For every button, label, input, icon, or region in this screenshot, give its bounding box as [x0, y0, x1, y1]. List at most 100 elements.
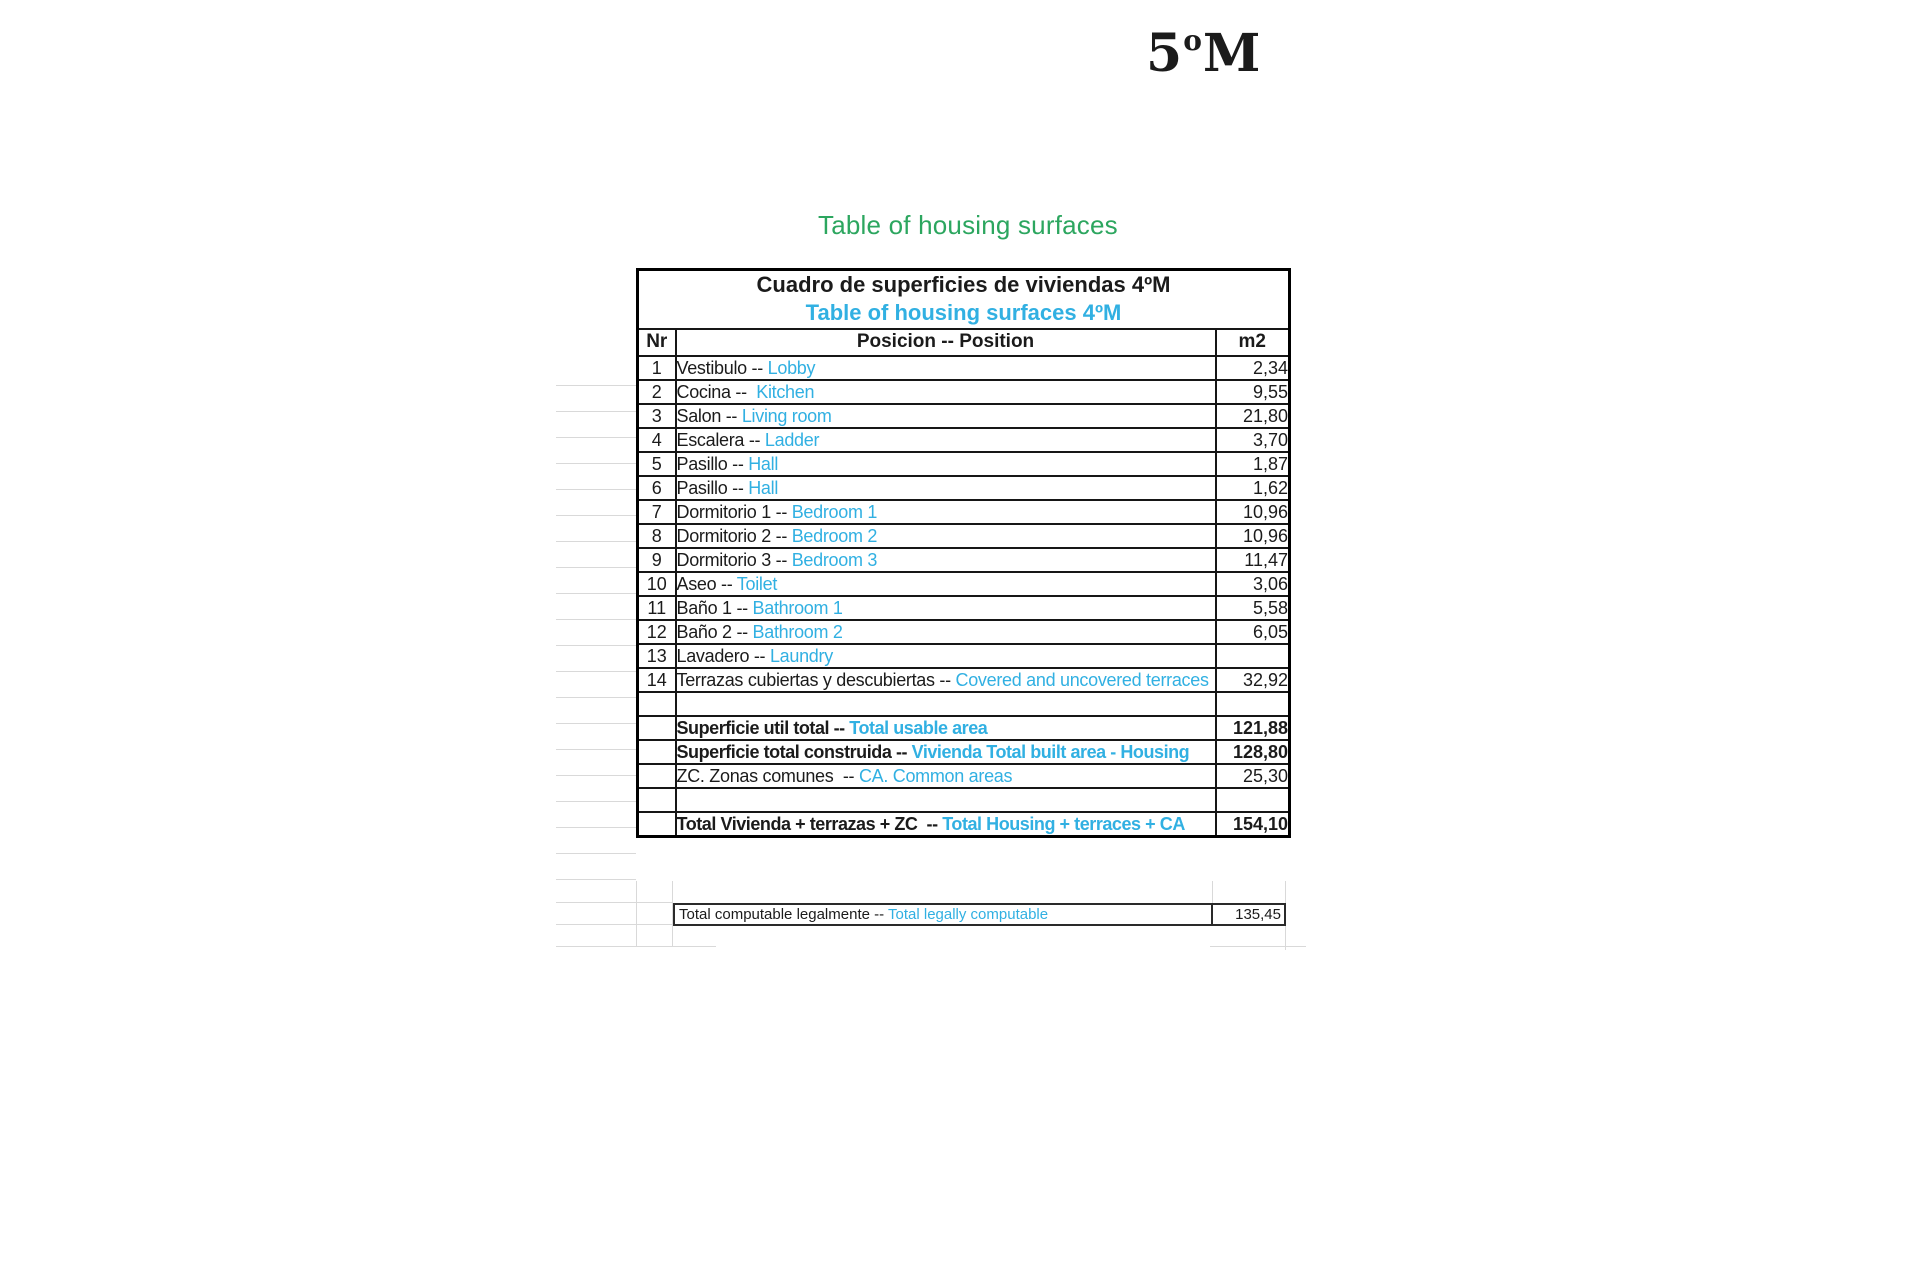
- position-cell: [674, 786, 1217, 813]
- position-cell: Aseo -- Toilet: [674, 570, 1217, 597]
- position-en: Covered and uncovered terraces: [955, 669, 1209, 690]
- unit-title-ordinal: o: [1183, 24, 1203, 57]
- nr-cell: 2: [636, 378, 677, 405]
- nr-cell: [636, 810, 677, 837]
- nr-cell: 11: [636, 594, 677, 621]
- nr-cell: 4: [636, 426, 677, 453]
- position-en: Bathroom 1: [752, 597, 843, 618]
- m2-cell: [1214, 786, 1291, 813]
- sheet-gridline: [556, 902, 673, 903]
- position-cell: Salon -- Living room: [674, 402, 1217, 429]
- nr-cell: 8: [636, 522, 677, 549]
- position-es: Lavadero --: [676, 645, 770, 666]
- position-cell: Cocina -- Kitchen: [674, 378, 1217, 405]
- position-en: Total usable area: [849, 717, 988, 738]
- position-cell: Dormitorio 1 -- Bedroom 1: [674, 498, 1217, 525]
- m2-cell: 11,47: [1214, 546, 1291, 573]
- unit-title: 5oM: [1146, 27, 1261, 80]
- col-header-nr: Nr: [636, 327, 677, 357]
- summary-row: Superficie util total -- Total usable ar…: [636, 714, 1291, 741]
- nr-cell: [636, 786, 677, 813]
- summary-row: ZC. Zonas comunes -- CA. Common areas 25,…: [636, 762, 1291, 789]
- table-row: 10 Aseo -- Toilet 3,06: [636, 570, 1291, 597]
- table-row: 14 Terrazas cubiertas y descubiertas -- C…: [636, 666, 1291, 693]
- table-row: 4 Escalera -- Ladder 3,70: [636, 426, 1291, 453]
- position-es: Vestibulo --: [676, 357, 768, 378]
- position-cell: Baño 1 -- Bathroom 1: [674, 594, 1217, 621]
- table-row: 6 Pasillo -- Hall 1,62: [636, 474, 1291, 501]
- table-row: 9 Dormitorio 3 -- Bedroom 3 11,47: [636, 546, 1291, 573]
- position-es: Superficie util total --: [676, 717, 850, 738]
- nr-cell: 14: [636, 666, 677, 693]
- m2-cell: 10,96: [1214, 522, 1291, 549]
- nr-cell: 9: [636, 546, 677, 573]
- table-title-es: Cuadro de superficies de viviendas 4ºM: [756, 272, 1171, 298]
- sheet-gridline-gutter: [556, 360, 636, 880]
- position-cell: ZC. Zonas comunes -- CA. Common areas: [674, 762, 1217, 789]
- sheet-gridline: [672, 881, 673, 947]
- nr-cell: 12: [636, 618, 677, 645]
- position-en: Ladder: [764, 429, 820, 450]
- sheet-gridline: [1212, 881, 1213, 903]
- position-es: Superficie total construida --: [676, 741, 912, 762]
- table-row: 13 Lavadero -- Laundry: [636, 642, 1291, 669]
- footer-label-es: Total computable legalmente --: [679, 906, 889, 923]
- nr-cell: 13: [636, 642, 677, 669]
- position-es: Pasillo --: [676, 477, 749, 498]
- position-cell: Vestibulo -- Lobby: [674, 354, 1217, 381]
- position-cell: Escalera -- Ladder: [674, 426, 1217, 453]
- column-header-row: Nr Posicion -- Position m2: [636, 327, 1291, 357]
- nr-cell: 3: [636, 402, 677, 429]
- position-en: Living room: [741, 405, 832, 426]
- position-en: Total Housing + terraces + CA: [942, 813, 1185, 834]
- position-cell: Baño 2 -- Bathroom 2: [674, 618, 1217, 645]
- nr-cell: 7: [636, 498, 677, 525]
- position-es: Terrazas cubiertas y descubiertas --: [676, 669, 956, 690]
- position-es: Total Vivienda + terrazas + ZC --: [676, 813, 943, 834]
- nr-cell: 5: [636, 450, 677, 477]
- sheet-gridline: [1285, 925, 1286, 950]
- page-subtitle: Table of housing surfaces: [818, 210, 1118, 240]
- position-cell: Superficie util total -- Total usable ar…: [674, 714, 1217, 741]
- position-cell: Total Vivienda + terrazas + ZC -- Total …: [674, 810, 1217, 837]
- table-row: 8 Dormitorio 2 -- Bedroom 2 10,96: [636, 522, 1291, 549]
- position-es: ZC. Zonas comunes --: [676, 765, 859, 786]
- m2-cell: 3,06: [1214, 570, 1291, 597]
- m2-cell: 1,87: [1214, 450, 1291, 477]
- position-es: Baño 2 --: [676, 621, 753, 642]
- table-row: 5 Pasillo -- Hall 1,87: [636, 450, 1291, 477]
- table-row: 1 Vestibulo -- Lobby 2,34: [636, 354, 1291, 381]
- table-title-cell: Cuadro de superficies de viviendas 4ºM T…: [636, 268, 1291, 330]
- unit-title-suffix: M: [1202, 23, 1262, 84]
- table-row: 7 Dormitorio 1 -- Bedroom 1 10,96: [636, 498, 1291, 525]
- col-header-m2: m2: [1214, 327, 1291, 357]
- m2-cell: 121,88: [1214, 714, 1291, 741]
- unit-title-number: 5: [1146, 23, 1184, 84]
- table-body: 1 Vestibulo -- Lobby 2,34 2 Cocina -- Kitche…: [636, 354, 1291, 837]
- footer-row: Total computable legalmente -- Total leg…: [673, 903, 1286, 926]
- m2-cell: 32,92: [1214, 666, 1291, 693]
- position-cell: [674, 690, 1217, 717]
- position-en: Bedroom 1: [791, 501, 878, 522]
- m2-cell: 3,70: [1214, 426, 1291, 453]
- m2-cell: [1214, 690, 1291, 717]
- position-cell: Lavadero -- Laundry: [674, 642, 1217, 669]
- m2-cell: 154,10: [1214, 810, 1291, 837]
- position-cell: Superficie total construida -- Vivienda …: [674, 738, 1217, 765]
- position-en: Lobby: [767, 357, 816, 378]
- nr-cell: [636, 714, 677, 741]
- position-en: CA. Common areas: [858, 765, 1013, 786]
- position-es: Dormitorio 3 --: [676, 549, 792, 570]
- table-row: 2 Cocina -- Kitchen 9,55: [636, 378, 1291, 405]
- table-row: 3 Salon -- Living room 21,80: [636, 402, 1291, 429]
- summary-spacer-row: [636, 786, 1291, 813]
- position-es: Dormitorio 1 --: [676, 501, 792, 522]
- position-es: Dormitorio 2 --: [676, 525, 792, 546]
- position-cell: Pasillo -- Hall: [674, 474, 1217, 501]
- position-en: Vivienda Total built area - Housing: [911, 741, 1190, 762]
- col-header-position: Posicion -- Position: [674, 327, 1217, 357]
- m2-cell: [1214, 642, 1291, 669]
- summary-row: Total Vivienda + terrazas + ZC -- Total …: [636, 810, 1291, 837]
- m2-cell: 128,80: [1214, 738, 1291, 765]
